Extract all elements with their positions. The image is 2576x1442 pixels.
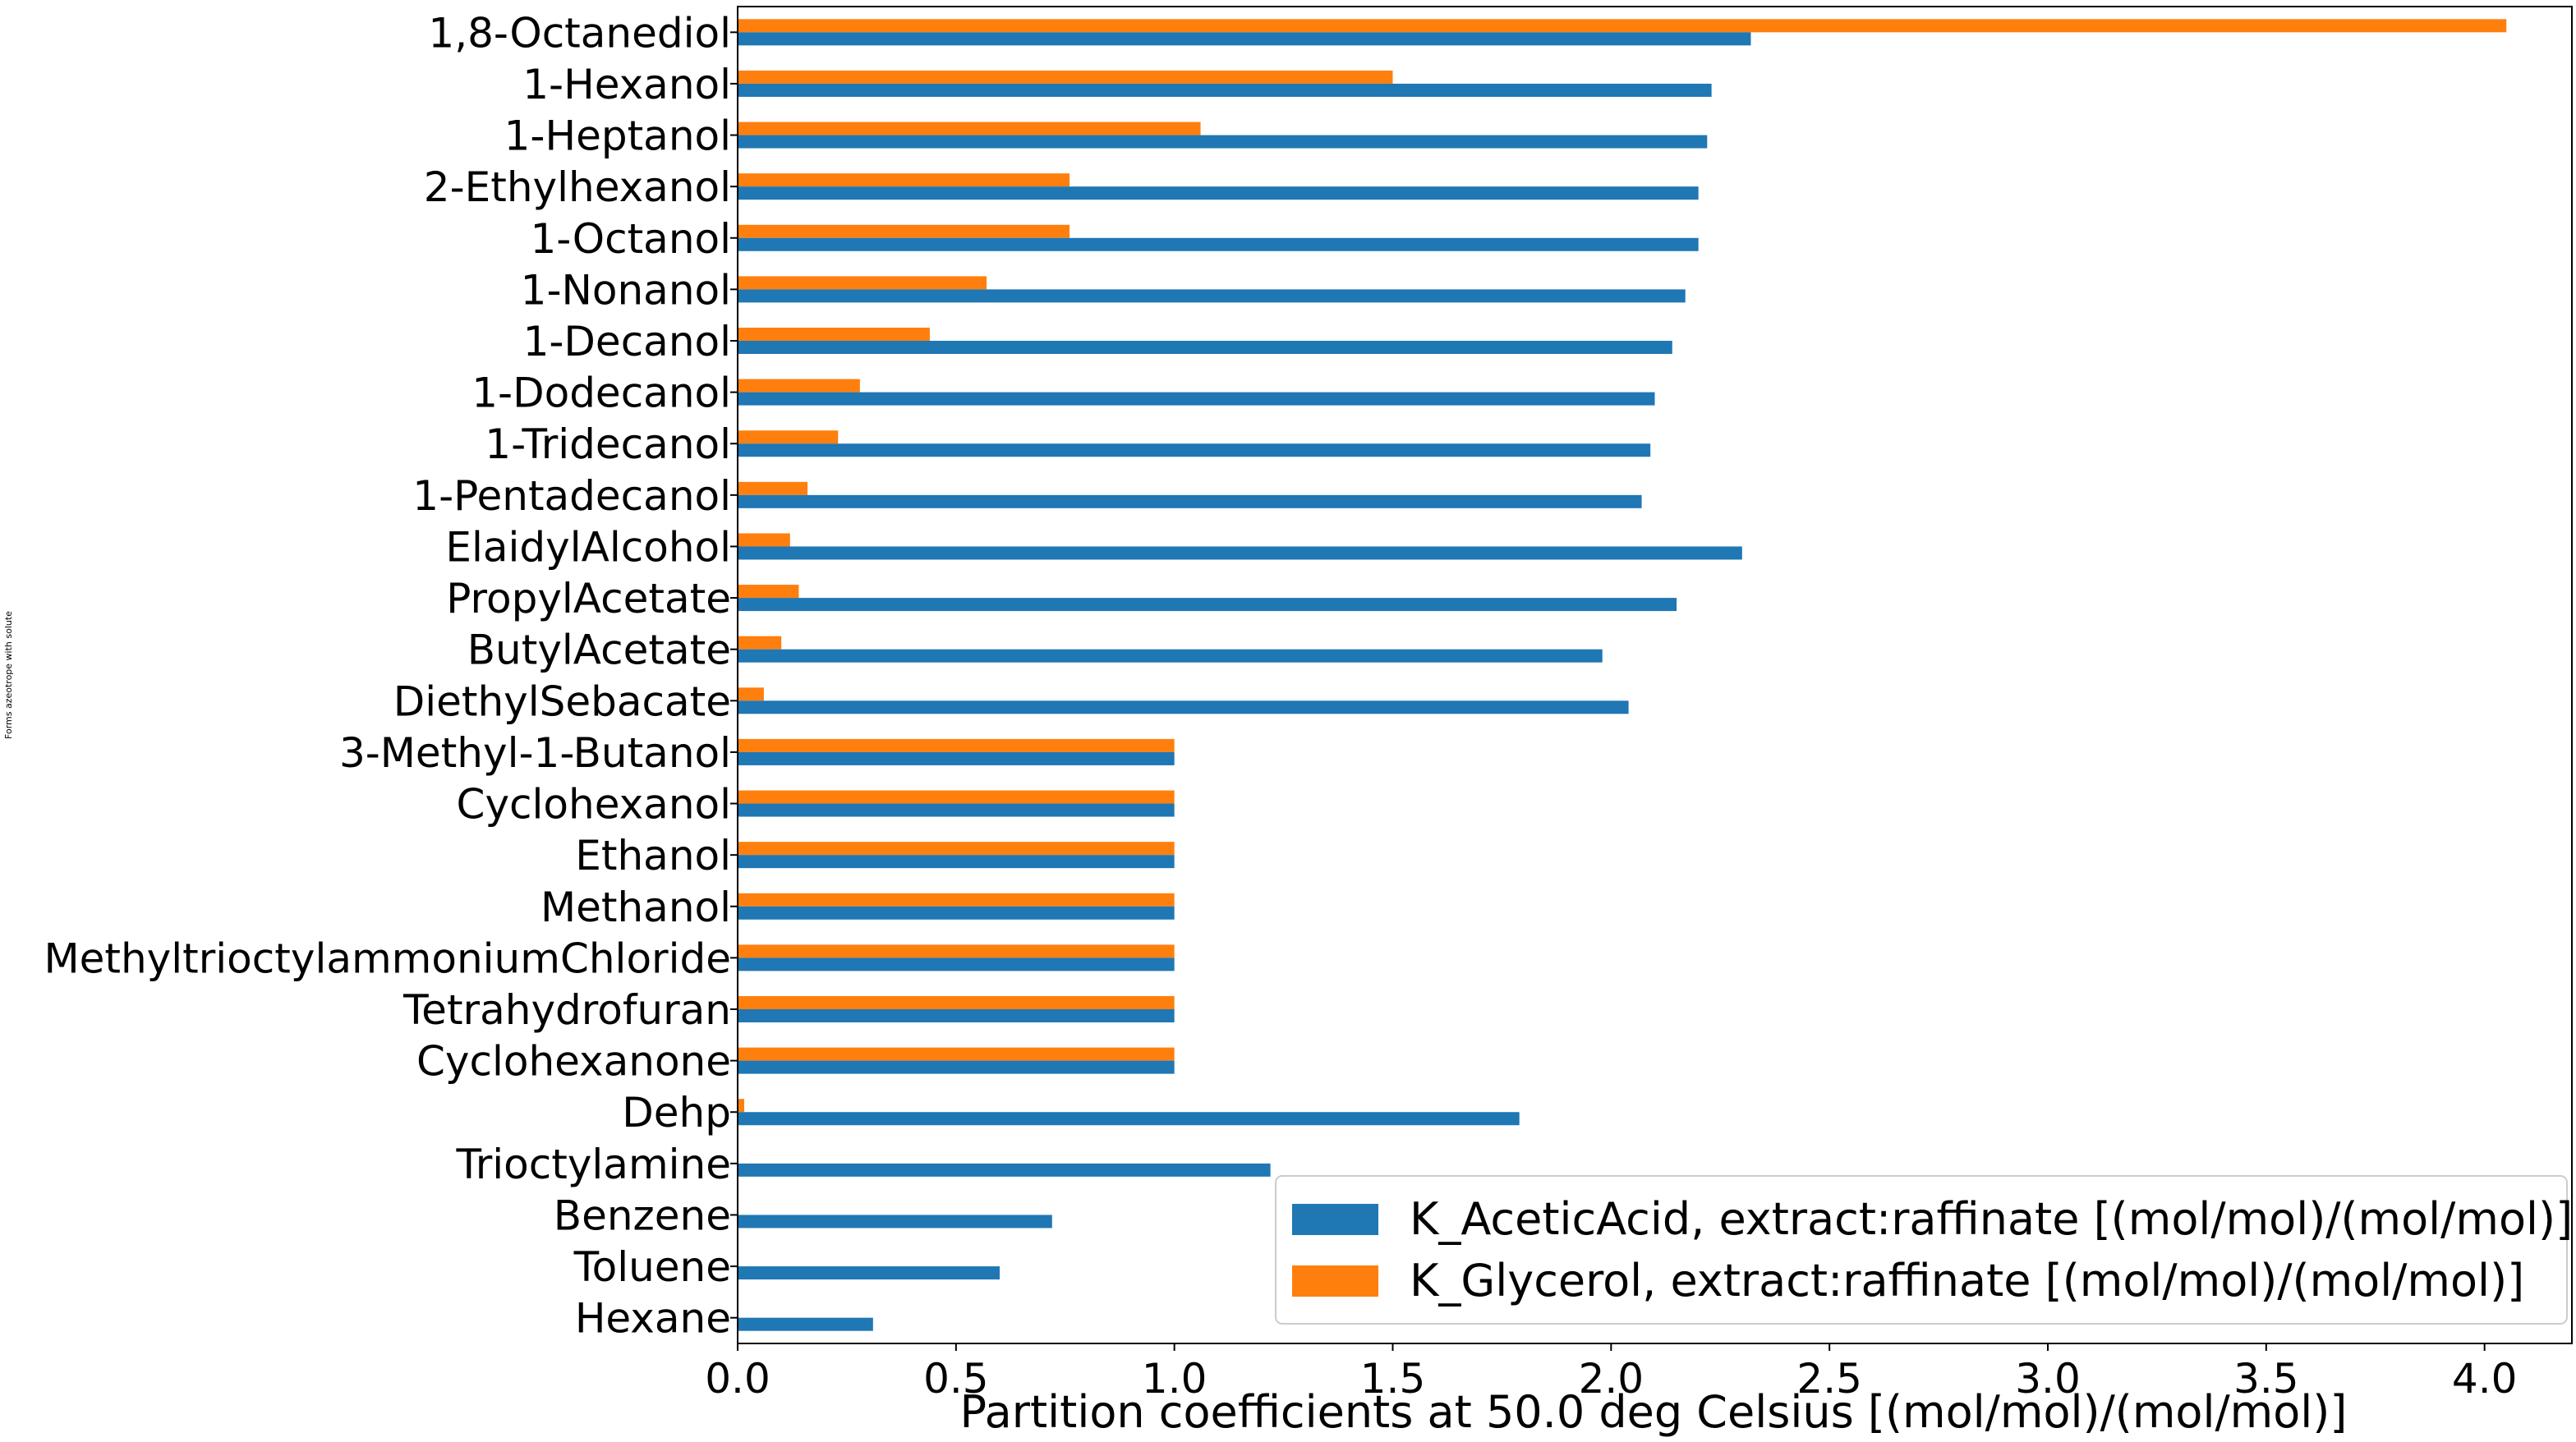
legend-frame: [1275, 1175, 2568, 1325]
x-tick-label: 1.5: [1360, 1355, 1426, 1403]
bar-acetic-acid: [738, 1112, 1520, 1126]
y-tick-label: ButylAcetate: [467, 627, 731, 674]
x-tick-label: 3.5: [2233, 1355, 2299, 1403]
bars-layer: [738, 19, 2507, 1331]
y-tick-label: Dehp: [622, 1089, 731, 1137]
bar-glycerol: [738, 533, 790, 547]
bar-glycerol: [738, 738, 1175, 752]
y-tick-label: Benzene: [554, 1192, 731, 1239]
y-tick-label: 1,8-Octanediol: [428, 9, 731, 57]
bar-acetic-acid: [738, 1266, 1000, 1280]
y-tick-label: 3-Methyl-1-Butanol: [339, 729, 731, 777]
bar-glycerol: [738, 122, 1201, 135]
x-tick-label: 2.5: [1796, 1355, 1862, 1403]
legend: K_AceticAcid, extract:raffinate [(mol/mo…: [1275, 1175, 2573, 1325]
bar-acetic-acid: [738, 289, 1686, 303]
bar-glycerol: [738, 636, 782, 650]
bar-glycerol: [738, 842, 1175, 856]
bar-glycerol: [738, 996, 1175, 1009]
bar-acetic-acid: [738, 1215, 1052, 1228]
x-tick-label: 3.0: [2015, 1355, 2081, 1403]
legend-swatch-glycerol: [1292, 1265, 1378, 1297]
x-tick-label: 0.5: [923, 1355, 989, 1403]
y-tick-label: 1-Pentadecanol: [412, 472, 731, 520]
y-tick-label: MethyltrioctylammoniumChloride: [44, 935, 731, 982]
bar-acetic-acid: [738, 700, 1629, 714]
bar-acetic-acid: [738, 443, 1651, 457]
bar-acetic-acid: [738, 598, 1677, 612]
bar-glycerol: [738, 585, 799, 599]
y-tick-label: 1-Decanol: [523, 318, 731, 365]
y-tick-label: 1-Dodecanol: [472, 370, 731, 417]
bar-glycerol: [738, 70, 1393, 84]
y-tick-label: 1-Nonanol: [521, 266, 731, 314]
bar-acetic-acid: [738, 958, 1175, 971]
y-tick-label: Ethanol: [575, 832, 731, 879]
y-tick-label: ElaidylAlcohol: [445, 523, 731, 571]
x-tick-label: 2.0: [1579, 1355, 1644, 1403]
bar-glycerol: [738, 276, 987, 290]
y-tick-label: 1-Hexanol: [522, 61, 731, 108]
y-tick-label: Hexane: [575, 1295, 731, 1343]
plot-frame: [737, 6, 2573, 1344]
bar-glycerol: [738, 1099, 744, 1113]
bar-glycerol: [738, 379, 860, 393]
bar-acetic-acid: [738, 855, 1175, 869]
x-tick-label: 1.0: [1142, 1355, 1208, 1403]
bar-glycerol: [738, 1047, 1175, 1061]
y-tick-label: 1-Heptanol: [504, 113, 731, 160]
bar-glycerol: [738, 944, 1175, 958]
y-tick-label: 1-Octanol: [530, 215, 731, 263]
y-tick-label: DiethylSebacate: [393, 677, 731, 725]
bar-glycerol: [738, 687, 764, 701]
y-tick-label: Tetrahydrofuran: [402, 986, 731, 1034]
x-tick-label: 0.0: [705, 1355, 770, 1403]
bar-acetic-acid: [738, 32, 1751, 46]
legend-label-glycerol: K_Glycerol, extract:raffinate [(mol/mol)…: [1410, 1255, 2524, 1307]
y-axis-title: Forms azeotrope with solute: [3, 611, 14, 739]
bar-acetic-acid: [738, 341, 1672, 354]
legend-swatch-acetic-acid: [1292, 1204, 1378, 1235]
bar-glycerol: [738, 481, 808, 495]
bar-acetic-acid: [738, 1009, 1175, 1022]
bar-acetic-acid: [738, 1317, 873, 1331]
bar-acetic-acid: [738, 751, 1175, 765]
y-tick-label: PropylAcetate: [446, 575, 731, 622]
bar-acetic-acid: [738, 906, 1175, 920]
bar-glycerol: [738, 173, 1070, 187]
y-tick-label: Toluene: [573, 1243, 731, 1291]
x-axis-ticks: 0.0 0.5 1.0 1.5 2.0 2.5 3.0 3.5 4.0: [705, 1343, 2517, 1403]
bar-glycerol: [738, 19, 2507, 33]
y-tick-label: Cyclohexanone: [416, 1038, 731, 1086]
bar-acetic-acid: [738, 803, 1175, 817]
bar-acetic-acid: [738, 649, 1603, 663]
bar-acetic-acid: [738, 494, 1642, 508]
x-tick-label: 4.0: [2452, 1355, 2518, 1403]
x-axis-title: Partition coefficients at 50.0 deg Celsi…: [960, 1386, 2348, 1438]
y-tick-label: 2-Ethylhexanol: [424, 163, 731, 211]
bar-acetic-acid: [738, 237, 1699, 251]
bar-glycerol: [738, 893, 1175, 907]
bar-acetic-acid: [738, 546, 1742, 560]
bar-glycerol: [738, 790, 1175, 804]
bar-acetic-acid: [738, 1060, 1175, 1074]
bar-acetic-acid: [738, 392, 1655, 406]
bar-glycerol: [738, 224, 1070, 238]
bar-acetic-acid: [738, 135, 1708, 149]
bar-glycerol: [738, 430, 839, 444]
bar-acetic-acid: [738, 83, 1712, 97]
bar-acetic-acid: [738, 1163, 1271, 1177]
y-tick-label: 1-Tridecanol: [485, 420, 731, 468]
y-tick-label: Cyclohexanol: [457, 781, 731, 829]
bar-glycerol: [738, 328, 930, 341]
legend-label-acetic-acid: K_AceticAcid, extract:raffinate [(mol/mo…: [1410, 1193, 2573, 1245]
y-tick-label: Trioctylamine: [456, 1141, 732, 1188]
bar-acetic-acid: [738, 186, 1699, 200]
y-tick-label: Methanol: [540, 884, 731, 931]
